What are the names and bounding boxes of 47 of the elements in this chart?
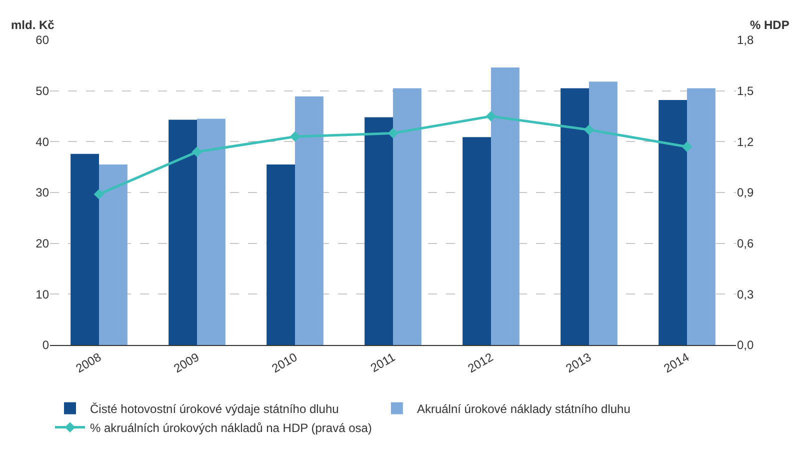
- bar: [393, 88, 422, 345]
- y2-tick-label: 0,9: [737, 186, 754, 200]
- point: [94, 188, 104, 200]
- bar: [462, 137, 491, 345]
- bar: [197, 118, 226, 345]
- y2-tick-label: 1,2: [737, 134, 754, 149]
- y2-tick-label: 0,0: [737, 338, 754, 352]
- bar: [658, 100, 687, 345]
- point: [388, 128, 398, 138]
- y2-axis-title: % HDP: [750, 18, 790, 32]
- x-tick-label: 2008: [73, 350, 104, 376]
- bar: [589, 82, 618, 345]
- y-tick-label: 40: [36, 134, 50, 149]
- y-tick-label: 0: [42, 338, 50, 352]
- y2-tick-label: 0,6: [737, 236, 754, 251]
- bar: [491, 67, 520, 345]
- y-tick-label: 30: [36, 186, 50, 200]
- x-tick-label: 2011: [368, 350, 398, 376]
- y-tick-label: 10: [36, 287, 50, 302]
- x-tick-label: 2012: [465, 350, 496, 376]
- y-tick-label: 60: [36, 33, 50, 48]
- bar: [560, 88, 589, 345]
- x-tick-label: 2014: [661, 350, 692, 376]
- bar: [99, 164, 128, 345]
- x-tick-label: 2010: [269, 350, 300, 376]
- point: [192, 146, 202, 158]
- x-tick-label: 2009: [171, 350, 202, 376]
- bar: [687, 88, 716, 345]
- y-tick-label: 50: [36, 84, 50, 98]
- legend-label: Akruální úrokové náklady státního dluhu: [416, 402, 630, 416]
- y-axis-title: mld. Kč: [11, 18, 55, 32]
- bar: [364, 117, 393, 345]
- legend-label: % akruálních úrokových nákladů na HDP (pravá osa): [90, 420, 372, 435]
- bar: [168, 120, 197, 345]
- point: [682, 142, 692, 152]
- y-tick-label: 20: [36, 236, 50, 251]
- bar: [295, 96, 324, 345]
- point: [486, 111, 496, 122]
- x-tick-label: 2013: [563, 350, 594, 376]
- point: [584, 124, 594, 136]
- point: [290, 131, 300, 142]
- legend-label: Čisté hotovostní úrokové výdaje státního dluhu: [90, 402, 339, 416]
- y2-tick-label: 1,8: [737, 33, 754, 48]
- bar: [266, 164, 295, 345]
- bar: [70, 154, 99, 345]
- y2-tick-label: 1,5: [737, 84, 754, 98]
- y2-tick-label: 0,3: [737, 287, 754, 302]
